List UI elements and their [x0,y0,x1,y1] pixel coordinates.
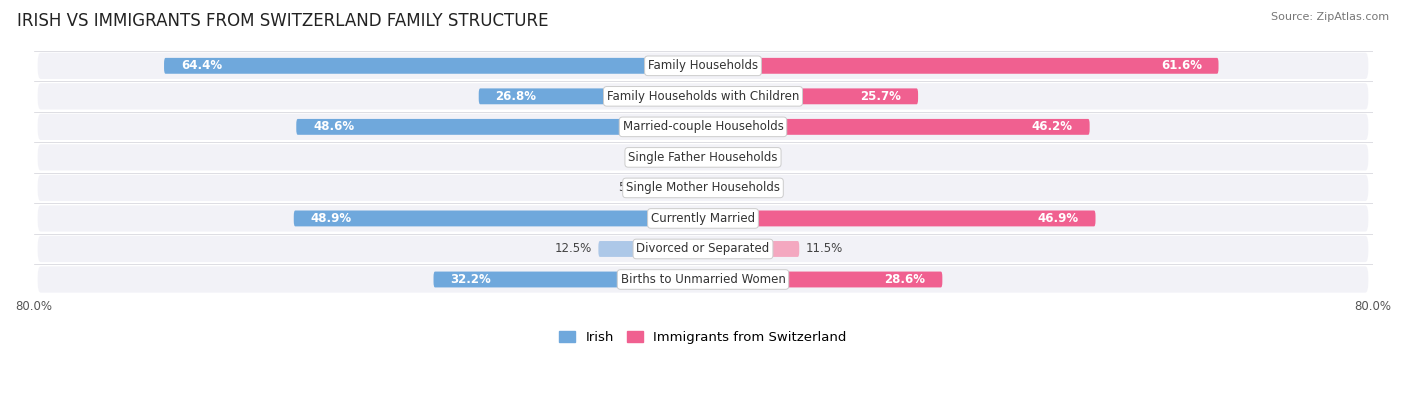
FancyBboxPatch shape [703,271,942,288]
Text: 5.3%: 5.3% [754,181,783,194]
Text: 26.8%: 26.8% [495,90,537,103]
FancyBboxPatch shape [38,266,1368,293]
FancyBboxPatch shape [38,205,1368,231]
Text: 11.5%: 11.5% [806,243,844,256]
FancyBboxPatch shape [683,149,703,166]
FancyBboxPatch shape [703,180,748,196]
Text: 12.5%: 12.5% [554,243,592,256]
FancyBboxPatch shape [297,119,703,135]
Legend: Irish, Immigrants from Switzerland: Irish, Immigrants from Switzerland [554,325,852,349]
Text: Source: ZipAtlas.com: Source: ZipAtlas.com [1271,12,1389,22]
FancyBboxPatch shape [38,175,1368,201]
Text: Family Households: Family Households [648,59,758,72]
Text: 64.4%: 64.4% [181,59,222,72]
FancyBboxPatch shape [703,119,1090,135]
Text: 28.6%: 28.6% [884,273,925,286]
Text: 61.6%: 61.6% [1161,59,1202,72]
Text: Single Father Households: Single Father Households [628,151,778,164]
FancyBboxPatch shape [703,211,1095,226]
Text: Family Households with Children: Family Households with Children [607,90,799,103]
FancyBboxPatch shape [38,114,1368,140]
FancyBboxPatch shape [599,241,703,257]
FancyBboxPatch shape [38,236,1368,262]
Text: Married-couple Households: Married-couple Households [623,120,783,134]
FancyBboxPatch shape [165,58,703,74]
Text: 32.2%: 32.2% [450,273,491,286]
FancyBboxPatch shape [478,88,703,104]
FancyBboxPatch shape [38,53,1368,79]
FancyBboxPatch shape [294,211,703,226]
Text: 2.3%: 2.3% [647,151,678,164]
Text: Births to Unmarried Women: Births to Unmarried Women [620,273,786,286]
Text: 46.9%: 46.9% [1038,212,1078,225]
Text: Single Mother Households: Single Mother Households [626,181,780,194]
FancyBboxPatch shape [703,149,720,166]
Text: Currently Married: Currently Married [651,212,755,225]
FancyBboxPatch shape [703,241,799,257]
Text: 48.9%: 48.9% [311,212,352,225]
Text: 48.6%: 48.6% [314,120,354,134]
FancyBboxPatch shape [433,271,703,288]
Text: 5.8%: 5.8% [619,181,648,194]
FancyBboxPatch shape [703,88,918,104]
FancyBboxPatch shape [703,58,1219,74]
Text: Divorced or Separated: Divorced or Separated [637,243,769,256]
Text: 2.0%: 2.0% [727,151,756,164]
FancyBboxPatch shape [38,144,1368,171]
FancyBboxPatch shape [654,180,703,196]
Text: IRISH VS IMMIGRANTS FROM SWITZERLAND FAMILY STRUCTURE: IRISH VS IMMIGRANTS FROM SWITZERLAND FAM… [17,12,548,30]
Text: 46.2%: 46.2% [1032,120,1073,134]
FancyBboxPatch shape [38,83,1368,109]
Text: 25.7%: 25.7% [860,90,901,103]
